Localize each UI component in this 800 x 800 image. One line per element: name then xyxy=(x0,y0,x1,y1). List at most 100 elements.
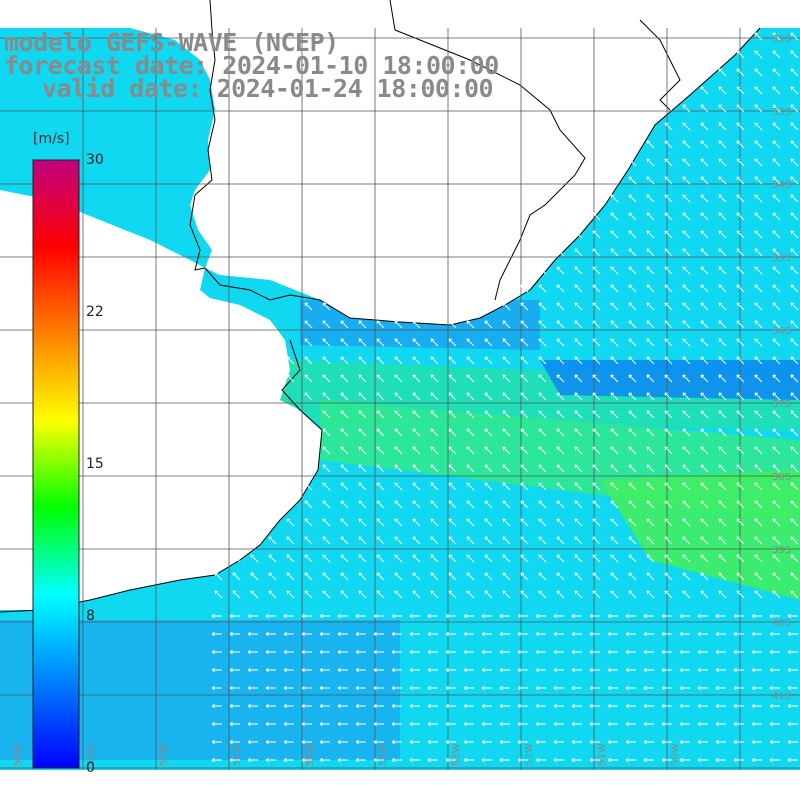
wind-arrow xyxy=(790,50,799,59)
wind-arrow xyxy=(700,536,709,545)
wind-arrow xyxy=(409,739,420,745)
land-area xyxy=(0,0,322,610)
wind-arrow xyxy=(484,320,493,329)
wind-arrow xyxy=(682,176,691,185)
wind-arrow xyxy=(502,518,511,527)
wind-arrow xyxy=(394,320,403,329)
wind-arrow xyxy=(718,320,727,329)
wind-arrow xyxy=(448,446,457,455)
wind-arrow xyxy=(499,613,510,619)
wind-arrow xyxy=(556,284,565,293)
wind-arrow xyxy=(574,356,583,365)
wind-arrow xyxy=(538,482,547,491)
wind-arrow xyxy=(628,374,637,383)
wind-arrow xyxy=(700,374,709,383)
wind-arrow xyxy=(664,230,673,239)
wind-arrow xyxy=(754,500,763,509)
wind-arrow xyxy=(466,356,475,365)
wind-arrow xyxy=(733,649,744,655)
wind-arrow xyxy=(373,613,384,619)
wind-arrow xyxy=(229,667,240,673)
wind-arrow xyxy=(769,649,780,655)
wind-arrow xyxy=(448,410,457,419)
wind-arrow xyxy=(304,590,313,599)
wind-arrow xyxy=(322,500,331,509)
wind-arrow xyxy=(268,554,277,563)
wind-arrow xyxy=(553,757,564,763)
wind-arrow xyxy=(247,613,258,619)
wind-arrow xyxy=(751,667,762,673)
wind-arrow xyxy=(646,500,655,509)
wind-arrow xyxy=(736,446,745,455)
wind-arrow xyxy=(790,230,799,239)
wind-arrow xyxy=(319,613,330,619)
wind-arrow xyxy=(736,518,745,527)
wind-arrow xyxy=(769,685,780,691)
wind-arrow xyxy=(502,554,511,563)
wind-arrow xyxy=(790,410,799,419)
wind-arrow xyxy=(646,482,655,491)
wind-arrow xyxy=(340,446,349,455)
lon-label: 51W xyxy=(597,743,608,766)
wind-arrow xyxy=(520,284,529,293)
wind-arrow xyxy=(664,248,673,257)
wind-arrow xyxy=(556,266,565,275)
wind-arrow xyxy=(391,613,402,619)
wind-arrow xyxy=(628,158,637,167)
wind-arrow xyxy=(268,536,277,545)
wind-arrow xyxy=(664,356,673,365)
wind-arrow xyxy=(394,518,403,527)
wind-arrow xyxy=(664,554,673,563)
wind-arrow xyxy=(769,721,780,727)
wind-arrow xyxy=(484,374,493,383)
wind-arrow xyxy=(718,572,727,581)
wind-arrow xyxy=(394,392,403,401)
wind-arrow xyxy=(592,446,601,455)
wind-arrow xyxy=(610,554,619,563)
wind-arrow xyxy=(592,392,601,401)
wind-arrow xyxy=(301,649,312,655)
wind-arrow xyxy=(664,284,673,293)
wind-arrow xyxy=(754,194,763,203)
wind-arrow xyxy=(646,374,655,383)
wind-arrow xyxy=(628,572,637,581)
wind-arrow xyxy=(430,410,439,419)
wind-arrow xyxy=(661,613,672,619)
wind-arrow xyxy=(409,649,420,655)
wind-arrow xyxy=(592,356,601,365)
wind-arrow xyxy=(304,356,313,365)
wind-arrow xyxy=(772,194,781,203)
wind-arrow xyxy=(394,572,403,581)
wind-arrow xyxy=(661,721,672,727)
wind-arrow xyxy=(718,158,727,167)
wind-arrow xyxy=(409,631,420,637)
wind-arrow xyxy=(607,667,618,673)
wind-arrow xyxy=(664,518,673,527)
wind-arrow xyxy=(700,518,709,527)
wind-arrow xyxy=(646,554,655,563)
wind-arrow xyxy=(646,284,655,293)
wind-arrow xyxy=(754,230,763,239)
wind-arrow xyxy=(625,649,636,655)
wind-arrow xyxy=(412,374,421,383)
wind-arrow xyxy=(535,757,546,763)
wind-arrow xyxy=(664,572,673,581)
wind-arrow xyxy=(790,176,799,185)
wind-arrow xyxy=(211,613,222,619)
wind-arrow xyxy=(265,721,276,727)
wind-arrow xyxy=(646,536,655,545)
wind-arrow xyxy=(790,140,799,149)
wind-arrow xyxy=(772,248,781,257)
wind-arrow xyxy=(646,302,655,311)
wind-arrow xyxy=(592,590,601,599)
wind-arrow xyxy=(502,464,511,473)
wind-arrow xyxy=(769,631,780,637)
wind-arrow xyxy=(718,86,727,95)
wind-arrow xyxy=(337,649,348,655)
wind-arrow xyxy=(736,464,745,473)
wind-arrow xyxy=(700,158,709,167)
wind-arrow xyxy=(538,320,547,329)
wind-arrow xyxy=(664,158,673,167)
wind-arrow xyxy=(481,667,492,673)
